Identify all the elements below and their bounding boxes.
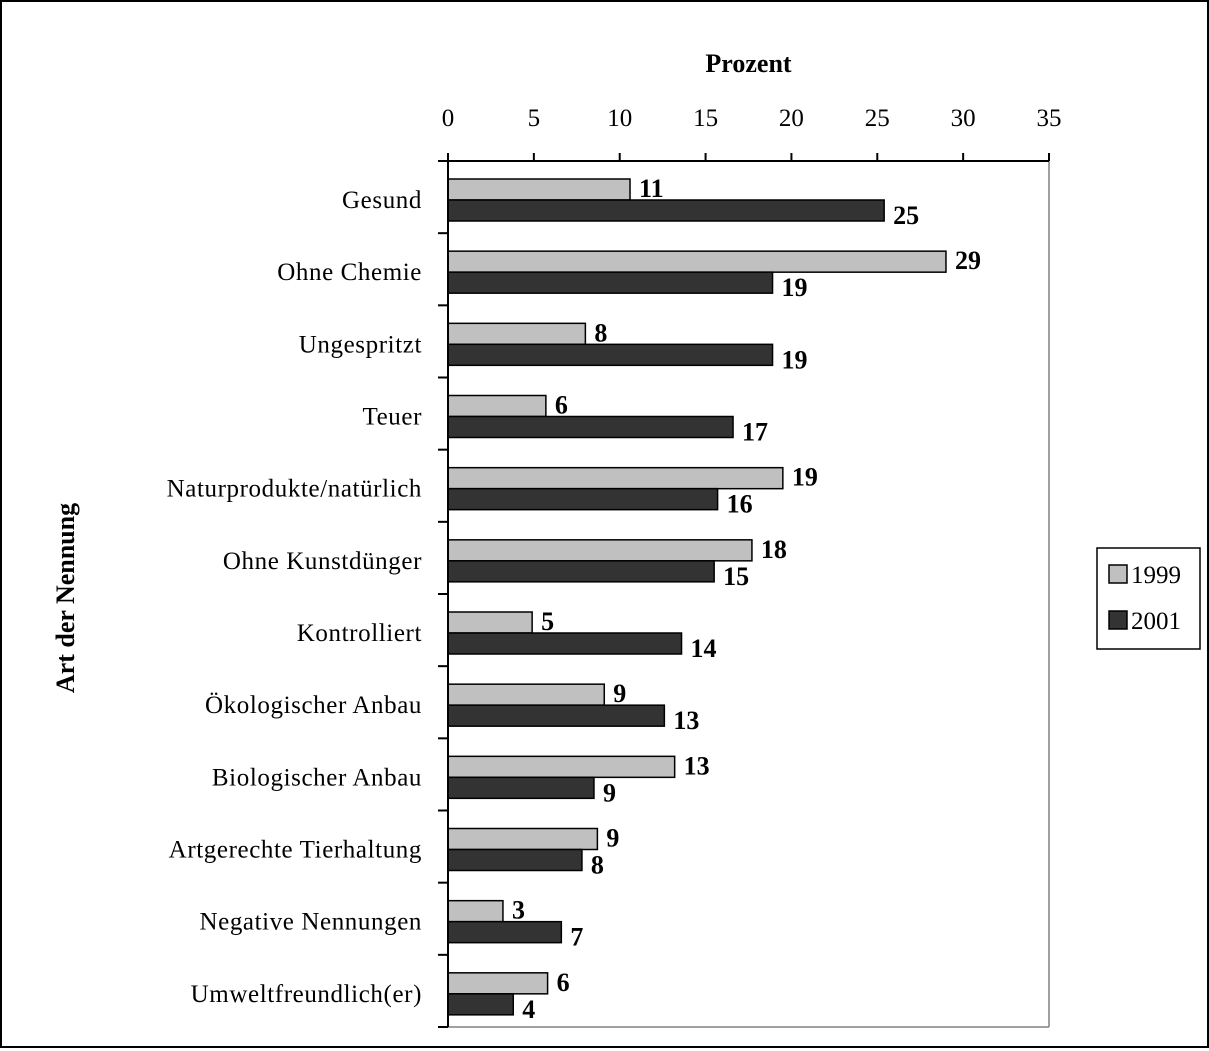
data-label-2001-3: 17 — [742, 418, 768, 447]
x-axis-title: Prozent — [705, 49, 791, 78]
x-tick-label-6: 30 — [951, 105, 976, 132]
data-label-2001-9: 8 — [591, 851, 604, 880]
legend-label-1999: 1999 — [1131, 562, 1181, 589]
bar-1999-8 — [447, 755, 676, 779]
x-tick-label-4: 20 — [779, 105, 804, 132]
bar-1999-1 — [447, 250, 947, 273]
bar-1999-4 — [447, 466, 784, 490]
bar-1999-3 — [447, 394, 547, 418]
data-label-2001-2: 19 — [782, 345, 808, 374]
bar-1999-0 — [447, 178, 631, 201]
category-label-6: Kontrolliert — [297, 620, 422, 647]
bar-2001-7 — [447, 704, 666, 727]
y-axis-title: Art der Nennung — [51, 503, 80, 693]
data-label-2001-5: 15 — [723, 562, 749, 591]
legend-box — [1096, 547, 1201, 650]
bar-1999-5 — [447, 539, 753, 562]
data-label-1999-5: 18 — [761, 535, 787, 564]
bar-1999-2 — [447, 322, 587, 346]
data-label-2001-6: 14 — [691, 634, 717, 663]
bar-1999-11 — [447, 972, 549, 995]
bar-2001-1 — [447, 271, 774, 294]
legend-label-2001: 2001 — [1131, 608, 1181, 635]
x-tick-label-3: 15 — [693, 105, 718, 132]
category-label-0: Gesund — [342, 187, 422, 214]
data-label-1999-3: 6 — [555, 391, 568, 420]
category-label-4: Naturprodukte/natürlich — [167, 476, 422, 503]
legend-swatch-2001 — [1108, 610, 1128, 630]
category-label-1: Ohne Chemie — [277, 259, 422, 286]
category-label-2: Ungespritzt — [299, 331, 422, 358]
bar-2001-4 — [447, 487, 719, 511]
bar-2001-11 — [447, 993, 515, 1016]
category-label-8: Biologischer Anbau — [212, 764, 422, 791]
bar-2001-8 — [447, 776, 595, 800]
data-label-2001-0: 25 — [893, 201, 919, 230]
bar-2001-2 — [447, 343, 774, 367]
bar-1999-7 — [447, 683, 606, 706]
category-label-7: Ökologischer Anbau — [205, 692, 422, 719]
bar-1999-6 — [447, 611, 533, 634]
data-label-1999-4: 19 — [792, 463, 818, 492]
data-label-2001-11: 4 — [522, 995, 535, 1024]
bar-2001-9 — [447, 848, 583, 872]
bar-2001-3 — [447, 415, 734, 439]
legend: 1999 2001 — [1096, 547, 1201, 650]
data-label-2001-10: 7 — [570, 923, 583, 952]
data-label-1999-0: 11 — [639, 174, 664, 203]
data-label-1999-7: 9 — [613, 679, 626, 708]
category-label-3: Teuer — [362, 404, 422, 431]
legend-swatch-1999 — [1108, 564, 1128, 584]
x-tick-label-5: 25 — [865, 105, 890, 132]
data-label-1999-9: 9 — [606, 824, 619, 853]
x-tick-label-2: 10 — [607, 105, 632, 132]
data-label-2001-4: 16 — [727, 490, 753, 519]
bar-1999-9 — [447, 827, 599, 851]
data-label-1999-11: 6 — [557, 968, 570, 997]
data-label-2001-8: 9 — [603, 778, 616, 807]
bar-2001-0 — [447, 199, 885, 222]
x-tick-label-0: 0 — [442, 105, 455, 132]
bar-2001-10 — [447, 920, 563, 944]
category-label-9: Artgerechte Tierhaltung — [169, 837, 422, 864]
x-tick-label-7: 35 — [1037, 105, 1062, 132]
data-label-1999-6: 5 — [541, 607, 554, 636]
bar-1999-10 — [447, 899, 504, 923]
data-label-1999-8: 13 — [684, 751, 710, 780]
category-label-10: Negative Nennungen — [199, 909, 422, 936]
data-label-2001-7: 13 — [673, 706, 699, 735]
bar-2001-6 — [447, 632, 683, 655]
category-label-11: Umweltfreundlich(er) — [191, 981, 422, 1008]
data-label-2001-1: 19 — [782, 273, 808, 302]
data-label-1999-10: 3 — [512, 896, 525, 925]
data-label-1999-2: 8 — [594, 318, 607, 347]
data-label-1999-1: 29 — [955, 246, 981, 275]
category-label-5: Ohne Kunstdünger — [223, 548, 422, 575]
x-tick-label-1: 5 — [528, 105, 541, 132]
bar-2001-5 — [447, 560, 715, 583]
